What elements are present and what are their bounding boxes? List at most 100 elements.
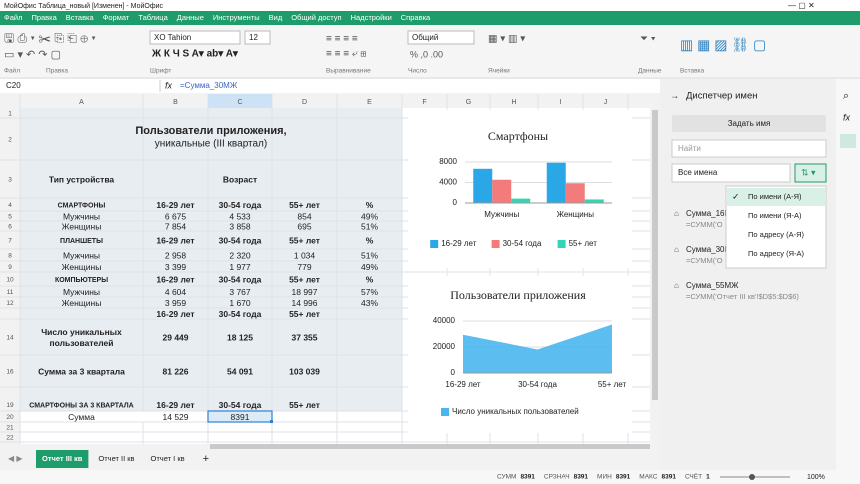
cell[interactable]: 3 858	[229, 221, 251, 231]
row-header[interactable]: 19	[6, 402, 14, 409]
font-name[interactable]: XO Tahion	[154, 33, 191, 42]
menu-item[interactable]: Вид	[269, 13, 283, 22]
cell[interactable]: 30-54 года	[219, 235, 262, 245]
cell[interactable]: 30-54 года	[219, 200, 262, 210]
cell[interactable]: 854	[297, 211, 311, 221]
cell[interactable]: 3 399	[165, 262, 187, 272]
font-box[interactable]	[149, 30, 241, 45]
name-title[interactable]: Сумма_30М	[686, 245, 731, 254]
cell[interactable]: Женщины	[62, 221, 102, 231]
zoom-value[interactable]: 100%	[807, 474, 825, 481]
cell[interactable]: Сумма за 3 квартала	[38, 366, 125, 376]
sheet-tab[interactable]	[92, 450, 141, 468]
sheet-tab[interactable]	[36, 450, 89, 468]
cell[interactable]: Возраст	[223, 174, 257, 184]
h-scrollbar[interactable]	[210, 444, 650, 449]
column-header[interactable]: A	[79, 99, 84, 106]
column-header[interactable]: F	[422, 99, 426, 106]
cell[interactable]: 7 854	[165, 221, 187, 231]
cell[interactable]: 16-29 лет	[156, 274, 194, 284]
data-icons[interactable]: ⏷ ▾	[640, 34, 656, 45]
cell[interactable]: 18 125	[227, 332, 253, 342]
cell[interactable]: 54 091	[227, 366, 253, 376]
align-icons[interactable]: ≡ ≡ ≡ ⤶ ⊞	[326, 49, 367, 60]
cell[interactable]: 2 958	[165, 250, 187, 260]
cell[interactable]: 16-29 лет	[156, 235, 194, 245]
number-icons[interactable]: % ,0 .00	[410, 49, 443, 59]
cell[interactable]: 14 996	[292, 298, 318, 308]
row-header[interactable]: 1	[8, 111, 12, 118]
cell[interactable]: 1 034	[294, 250, 316, 260]
menu-item[interactable]: Общий доступ	[291, 13, 341, 22]
column-header[interactable]: B	[173, 99, 178, 106]
cell[interactable]: 2 320	[229, 250, 251, 260]
column-header[interactable]: D	[302, 99, 307, 106]
sort-option[interactable]: По адресу (Я-А)	[748, 249, 805, 258]
cell[interactable]: 3 959	[165, 298, 187, 308]
cell[interactable]: 51%	[361, 250, 378, 260]
toolbar-icons[interactable]: ▭ ▾ ↶ ↷ ▢	[4, 49, 61, 61]
menu-item[interactable]: Справка	[401, 13, 431, 22]
cell[interactable]: Мужчины	[63, 211, 100, 221]
cell[interactable]: Мужчины	[63, 250, 100, 260]
cell[interactable]: 29 449	[163, 332, 189, 342]
row-header[interactable]: 11	[7, 289, 14, 296]
row-header[interactable]: 10	[6, 277, 14, 284]
filter-value[interactable]: Все имена	[678, 168, 718, 177]
cell[interactable]: 1 977	[229, 262, 251, 272]
row-header[interactable]: 6	[8, 224, 12, 231]
cell[interactable]: СМАРТФОНЫ ЗА 3 КВАРТАЛА	[29, 402, 133, 409]
cell[interactable]: Тип устройства	[49, 174, 115, 184]
cell[interactable]: Мужчины	[63, 287, 100, 297]
cell[interactable]: 37 355	[292, 332, 318, 342]
sheet-tab-label[interactable]: Отчет II кв	[98, 454, 134, 463]
cell[interactable]: 30-54 года	[219, 400, 262, 410]
column-header[interactable]: J	[604, 99, 608, 106]
cell[interactable]: 3 767	[229, 287, 251, 297]
tab-nav[interactable]: ◀ ▶	[8, 454, 23, 463]
row-header[interactable]: 12	[6, 300, 14, 307]
search-icon[interactable]: ⌕	[843, 90, 849, 102]
cell[interactable]: 103 039	[289, 366, 320, 376]
cell[interactable]: КОМПЬЮТЕРЫ	[55, 277, 108, 284]
menu-item[interactable]: Файл	[4, 13, 22, 22]
column-header[interactable]: G	[466, 99, 471, 106]
menu-item[interactable]: Надстройки	[351, 13, 392, 22]
cell[interactable]: 8391	[231, 412, 250, 422]
cell[interactable]: 6 675	[165, 211, 187, 221]
cell[interactable]: 30-54 года	[219, 309, 262, 319]
cell[interactable]: Сумма	[68, 412, 95, 422]
row-header[interactable]: 21	[6, 425, 14, 432]
cell[interactable]: 55+ лет	[289, 200, 320, 210]
number-format[interactable]: Общий	[412, 33, 438, 42]
sort-option[interactable]: По имени (А-Я)	[748, 192, 802, 201]
number-format-box[interactable]	[407, 30, 475, 45]
cell[interactable]: 4 604	[165, 287, 187, 297]
cell[interactable]: 51%	[361, 221, 378, 231]
cell[interactable]: 43%	[361, 298, 378, 308]
cell-icons[interactable]: ▦ ▾ ▥ ▾	[488, 34, 525, 45]
cell[interactable]: 81 226	[163, 366, 189, 376]
row-header[interactable]: 22	[6, 435, 14, 442]
row-header[interactable]: 2	[8, 137, 12, 144]
column-header[interactable]: I	[560, 99, 562, 106]
cell[interactable]: 55+ лет	[289, 274, 320, 284]
cell[interactable]: 16-29 лет	[156, 309, 194, 319]
toolbar-icons[interactable]: 🖫 ⎙ ▾ ✂ ⎘ ⎗ ⊕ ▾	[4, 31, 96, 45]
sheet-tab[interactable]	[144, 450, 191, 468]
add-sheet[interactable]: +	[203, 453, 209, 465]
column-header[interactable]: C	[237, 99, 242, 106]
cell[interactable]: 30-54 года	[219, 274, 262, 284]
create-name-button[interactable]	[672, 115, 826, 132]
menu-item[interactable]: Инструменты	[213, 13, 260, 22]
column-header[interactable]: H	[511, 99, 516, 106]
cell[interactable]: 4 533	[229, 211, 251, 221]
search-box[interactable]	[671, 139, 827, 158]
cell[interactable]: %	[366, 235, 374, 245]
menu-item[interactable]: Таблица	[138, 13, 168, 22]
names-icon[interactable]	[840, 134, 856, 148]
formula[interactable]: =Сумма_30МЖ	[180, 81, 238, 90]
cell[interactable]: 57%	[361, 287, 378, 297]
sort-option[interactable]: По адресу (А-Я)	[748, 230, 805, 239]
align-icons[interactable]: ≡ ≡ ≡ ≡	[326, 34, 358, 45]
